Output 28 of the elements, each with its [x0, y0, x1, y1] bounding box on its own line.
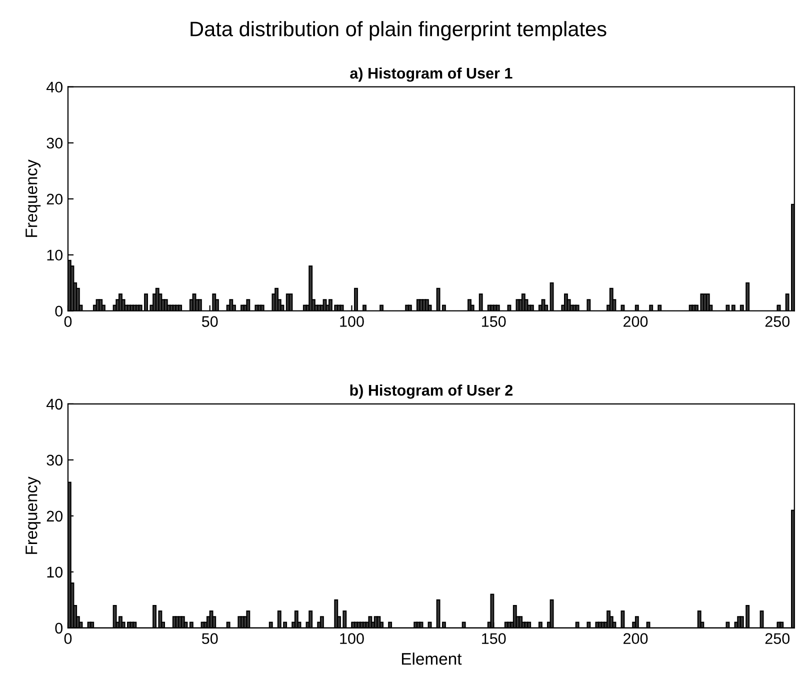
x-tick-label: 0: [64, 316, 72, 327]
y-tick-label: 20: [46, 194, 63, 205]
y-tick-label: 10: [47, 250, 63, 261]
x-tick-label: 150: [482, 633, 506, 644]
y-tick-label: 0: [55, 622, 63, 634]
y-tick-label: 30: [46, 138, 63, 149]
chart-title: b) Histogram of User 2: [350, 384, 513, 399]
x-tick-label: 50: [202, 316, 218, 327]
x-tick-label: 200: [624, 633, 648, 644]
y-tick-label: 10: [47, 566, 63, 578]
y-tick-label: 30: [46, 454, 63, 466]
x-tick-label: 250: [765, 316, 790, 327]
x-tick-label: 250: [765, 633, 790, 644]
x-axis-title: Element: [402, 652, 462, 665]
y-tick-label: 0: [55, 306, 63, 317]
text: Data distribution of plain fingerprint templates: [190, 21, 606, 40]
y-tick-label: 40: [46, 82, 63, 93]
chart-title: a) Histogram of User 1: [350, 67, 512, 82]
x-tick-label: 150: [482, 316, 506, 327]
y-axis-title: Frequency: [26, 476, 41, 554]
x-tick-label: 100: [340, 633, 364, 644]
y-axis-title: Frequency: [26, 160, 41, 237]
y-tick-label: 20: [46, 510, 63, 522]
x-tick-label: 50: [202, 633, 218, 644]
x-tick-label: 0: [64, 633, 72, 644]
y-tick-label: 40: [46, 398, 63, 410]
x-tick-label: 200: [624, 316, 648, 327]
x-tick-label: 100: [340, 316, 364, 327]
